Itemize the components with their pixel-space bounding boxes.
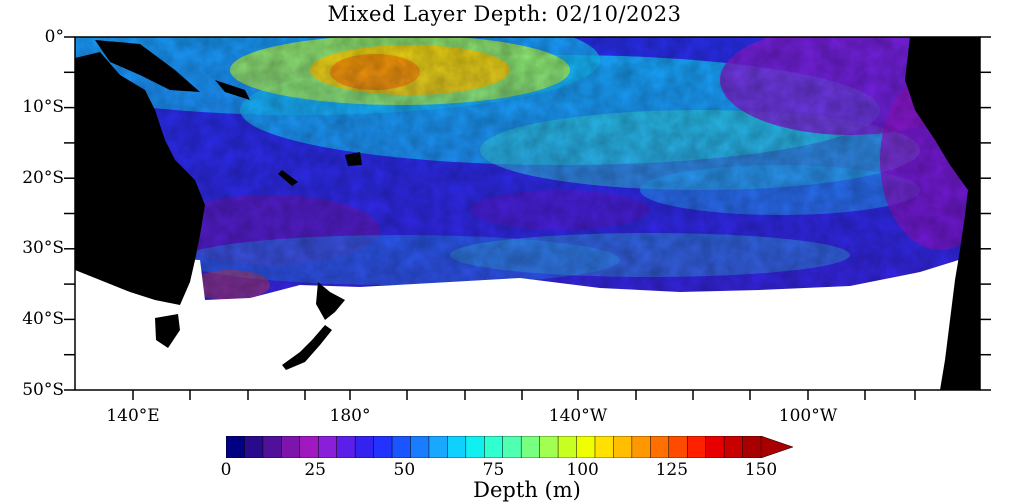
map-frame — [64, 36, 991, 400]
map-title: Mixed Layer Depth: 02/10/2023 — [327, 2, 682, 26]
land-south-america — [905, 37, 980, 390]
mixed-layer-depth-map — [64, 36, 991, 400]
colorbar-swatch — [484, 436, 504, 458]
colorbar-swatch — [299, 436, 319, 458]
land-solomon-islands — [215, 80, 250, 100]
colorbar-swatch — [317, 436, 338, 458]
lat-label-20s: 20°S — [22, 168, 64, 188]
colorbar-swatch — [613, 436, 633, 458]
colorbar-tick-label: 0 — [220, 460, 232, 480]
colorbar-swatch — [668, 436, 688, 458]
land-new-caledonia — [278, 170, 298, 186]
colorbar-swatch — [354, 436, 375, 458]
lon-label-140w: 140°W — [548, 406, 608, 426]
colorbar-tick-label: 50 — [393, 460, 416, 480]
lon-label-180: 180° — [329, 406, 371, 426]
colorbar-swatch — [465, 436, 486, 458]
land-new-zealand — [282, 282, 345, 370]
colorbar-swatch — [576, 436, 596, 458]
land-tasmania — [155, 314, 180, 348]
colorbar-swatch — [594, 436, 615, 458]
colorbar — [226, 436, 794, 458]
colorbar-swatch — [520, 436, 541, 458]
lat-label-10s: 10°S — [22, 97, 64, 117]
ocean-field — [75, 37, 980, 390]
colorbar-swatch — [428, 436, 449, 458]
colorbar-swatch — [391, 436, 412, 458]
lat-label-50s: 50°S — [22, 380, 64, 400]
colorbar-tick-label: 150 — [744, 460, 778, 480]
colorbar-tick-label: 100 — [566, 460, 599, 480]
colorbar-tick-label: 75 — [482, 460, 505, 480]
colorbar-swatch — [447, 436, 467, 458]
colorbar-swatch — [281, 436, 301, 458]
colorbar-swatch — [244, 436, 264, 458]
lon-label-140e: 140°E — [106, 406, 160, 426]
colorbar-extend-arrow — [760, 436, 794, 458]
colorbar-swatch — [262, 436, 283, 458]
lon-label-100w: 100°W — [778, 406, 838, 426]
colorbar-swatch — [723, 436, 744, 458]
colorbar-swatch — [650, 436, 670, 458]
colorbar-swatch — [705, 436, 725, 458]
colorbar-swatch — [557, 436, 578, 458]
lat-label-30s: 30°S — [22, 238, 64, 258]
colorbar-swatch — [686, 436, 707, 458]
lat-label-40s: 40°S — [22, 309, 64, 329]
land-fiji — [345, 152, 362, 166]
colorbar-swatch — [502, 436, 522, 458]
colorbar-title: Depth (m) — [473, 478, 581, 502]
lat-label-0: 0° — [44, 27, 64, 47]
colorbar-swatch — [631, 436, 652, 458]
land-australia — [75, 52, 205, 305]
colorbar-swatch — [410, 436, 430, 458]
colorbar-swatch — [742, 436, 762, 458]
land-new-guinea — [95, 40, 200, 92]
no-data-region — [75, 220, 980, 390]
colorbar-swatch — [336, 436, 356, 458]
colorbar-tick-label: 125 — [655, 460, 689, 480]
colorbar-swatch — [539, 436, 559, 458]
colorbar-swatch — [373, 436, 393, 458]
colorbar-tick-label: 25 — [304, 460, 326, 480]
colorbar-swatch — [226, 436, 246, 458]
